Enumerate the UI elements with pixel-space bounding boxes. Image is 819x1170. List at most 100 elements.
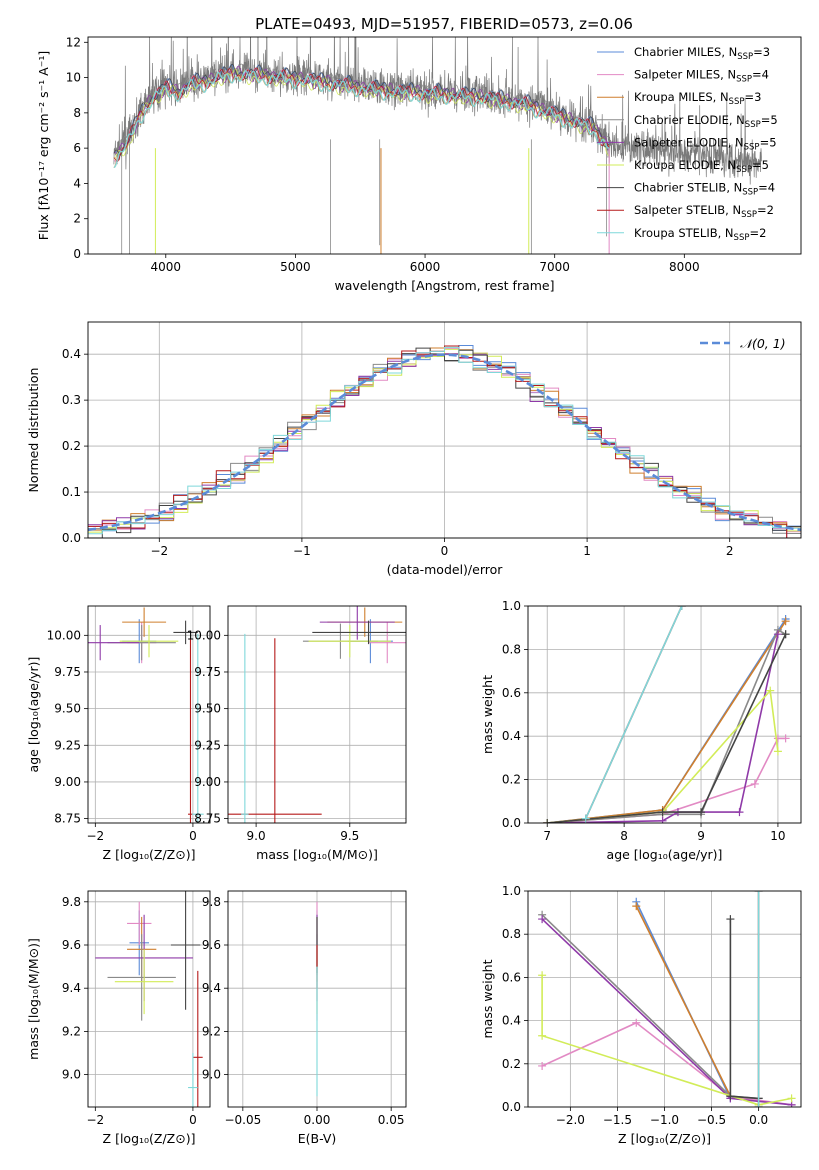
weight-line (541, 1021, 792, 1106)
weight-marker (677, 606, 686, 610)
legend-label: Salpeter ELODIE, N (634, 135, 744, 149)
legend-subscript: SSP (737, 52, 753, 62)
x-tick-label: 0.00 (304, 1113, 331, 1127)
weight-line (541, 918, 792, 1106)
x-tick-label: 9.5 (340, 829, 359, 843)
legend-label: Salpeter MILES, N (634, 68, 736, 82)
x-tick-label: −0.5 (697, 1113, 726, 1127)
y-tick-label: 10.00 (47, 628, 81, 642)
y-tick-label: 0.8 (502, 927, 521, 941)
legend-subscript: SSP (734, 233, 750, 243)
x-axis-label: Z [log₁₀(Z/Z⊙)] (103, 847, 196, 862)
y-tick-label: 0.0 (62, 531, 81, 545)
legend-label: Salpeter STELIB, N (634, 203, 741, 217)
weight-line (547, 628, 786, 823)
legend-subscript: SSP (744, 142, 760, 152)
y-tick-label: 0.0 (502, 1100, 521, 1114)
errorbars-age-vs-Z (88, 607, 204, 823)
legend-normal-label: 𝒩(0, 1) (740, 336, 786, 351)
figure-title: PLATE=0493, MJD=51957, FIBERID=0573, z=0… (255, 15, 633, 33)
weight-marker (538, 915, 547, 924)
weight-marker (538, 1061, 547, 1070)
x-tick-label: 0 (441, 544, 449, 558)
legend-label: Kroupa MILES, N (634, 90, 729, 104)
plot-frame (527, 605, 802, 824)
legend-count: =3 (744, 90, 761, 104)
legend-subscript: SSP (729, 97, 745, 107)
x-tick-label: −2 (86, 1113, 104, 1127)
legend-subscript: SSP (742, 188, 758, 198)
x-axis-label: Z [log₁₀(Z/Z⊙)] (618, 1131, 711, 1146)
histogram-series (88, 346, 801, 535)
y-tick-label: 8.75 (194, 812, 221, 826)
y-tick-label: 2 (73, 212, 81, 226)
weight-marker (658, 808, 667, 817)
x-tick-label: −1 (293, 544, 311, 558)
y-axis-label: Flux [fλ10⁻¹⁷ erg cm⁻² s⁻¹ A⁻¹] (36, 51, 51, 240)
weights-weight-vs-Z (538, 891, 796, 1107)
weight-marker (750, 779, 759, 788)
y-axis-label: mass [log₁₀(M/M⊙)] (26, 938, 41, 1060)
y-tick-label: 8 (73, 106, 81, 120)
x-tick-label: 5000 (280, 260, 311, 274)
frame-weight-vs-age: 7 8 9 10 0.0 0.2 0.4 0.6 0.8 1.0 age [log₁₀(age/yr… (480, 599, 802, 862)
frame-age-vs-Z: −2 0 8.75 9.00 9.25 9.50 9.75 10.00 Z [log₁₀(Z/Z… (26, 605, 211, 862)
y-tick-label: 0.3 (62, 393, 81, 407)
weight-marker (538, 1031, 547, 1040)
weight-line (547, 688, 779, 823)
weight-line (547, 634, 779, 823)
normal-curve (88, 353, 801, 532)
x-axis-label: age [log₁₀(age/yr)] (607, 847, 723, 862)
y-tick-label: 0.1 (62, 485, 81, 499)
frame-mass-vs-Z: −2 0 9.0 9.2 9.4 9.6 9.8 Z [log₁₀(Z/Z⊙)] mass [l… (26, 890, 211, 1146)
x-axis-label: Z [log₁₀(Z/Z⊙)] (103, 1131, 196, 1146)
weight-line (635, 905, 732, 1097)
weight-marker (773, 630, 782, 639)
y-tick-label: 10.00 (187, 628, 221, 642)
y-tick-label: 0.4 (502, 1014, 521, 1028)
model-line (113, 70, 610, 168)
weights-weight-vs-age (543, 606, 790, 823)
legend-label: Kroupa ELODIE, N (634, 158, 736, 172)
x-axis-label: wavelength [Angstrom, rest frame] (334, 278, 554, 293)
legend-label: Chabrier STELIB, N (634, 181, 742, 195)
weight-line (584, 606, 683, 820)
y-tick-label: 0.2 (62, 439, 81, 453)
y-axis-label: mass weight (480, 675, 495, 754)
y-tick-label: 0.6 (502, 970, 521, 984)
legend-entry: Chabrier ELODIE, NSSP=5 (634, 113, 778, 130)
x-tick-label: 7000 (539, 260, 570, 274)
axes-age-vs-Z (88, 606, 210, 823)
y-tick-label: 9.25 (194, 738, 221, 752)
weight-marker (781, 734, 790, 743)
weight-marker (766, 686, 775, 695)
legend-subscript: SSP (741, 210, 757, 220)
weight-marker (754, 1103, 763, 1107)
legend-count: =2 (749, 226, 766, 240)
x-tick-label: 4000 (151, 260, 182, 274)
legend-entry: Chabrier STELIB, NSSP=4 (634, 181, 775, 198)
y-tick-label: 9.6 (202, 938, 221, 952)
axes-age-vs-mass (228, 606, 406, 823)
x-tick-label: 0.05 (378, 1113, 405, 1127)
y-tick-label: 9.2 (62, 1024, 81, 1038)
frame-weight-vs-Z: −2.0 −1.5 −1.0 −0.5 0.0 0.0 0.2 0.4 0.6 0.8 1.0 Z [… (480, 884, 802, 1146)
legend-entry: Kroupa ELODIE, NSSP=5 (634, 158, 769, 175)
x-tick-label: 0.0 (749, 1113, 768, 1127)
weight-marker (773, 747, 782, 756)
legend-label: Kroupa STELIB, N (634, 226, 734, 240)
frame-age-vs-mass: 9.0 9.5 8.75 9.00 9.25 9.50 9.75 10.00 mass [log… (187, 605, 407, 862)
legend-count: =4 (752, 68, 769, 82)
legend-entry: Kroupa MILES, NSSP=3 (634, 90, 761, 107)
x-tick-label: 9 (697, 829, 705, 843)
y-tick-label: 0.6 (502, 686, 521, 700)
y-tick-label: 1.0 (502, 884, 521, 898)
frame-mass-vs-ebv: −0.05 0.00 0.05 9.0 9.2 9.4 9.6 9.8 E(B-V) (202, 890, 407, 1146)
x-tick-label: 1 (583, 544, 591, 558)
y-axis-label: mass weight (480, 959, 495, 1038)
plot-frame (227, 605, 407, 824)
y-tick-label: 0.4 (62, 347, 81, 361)
x-axis-label: E(B-V) (298, 1131, 337, 1146)
legend-count: =5 (760, 135, 777, 149)
